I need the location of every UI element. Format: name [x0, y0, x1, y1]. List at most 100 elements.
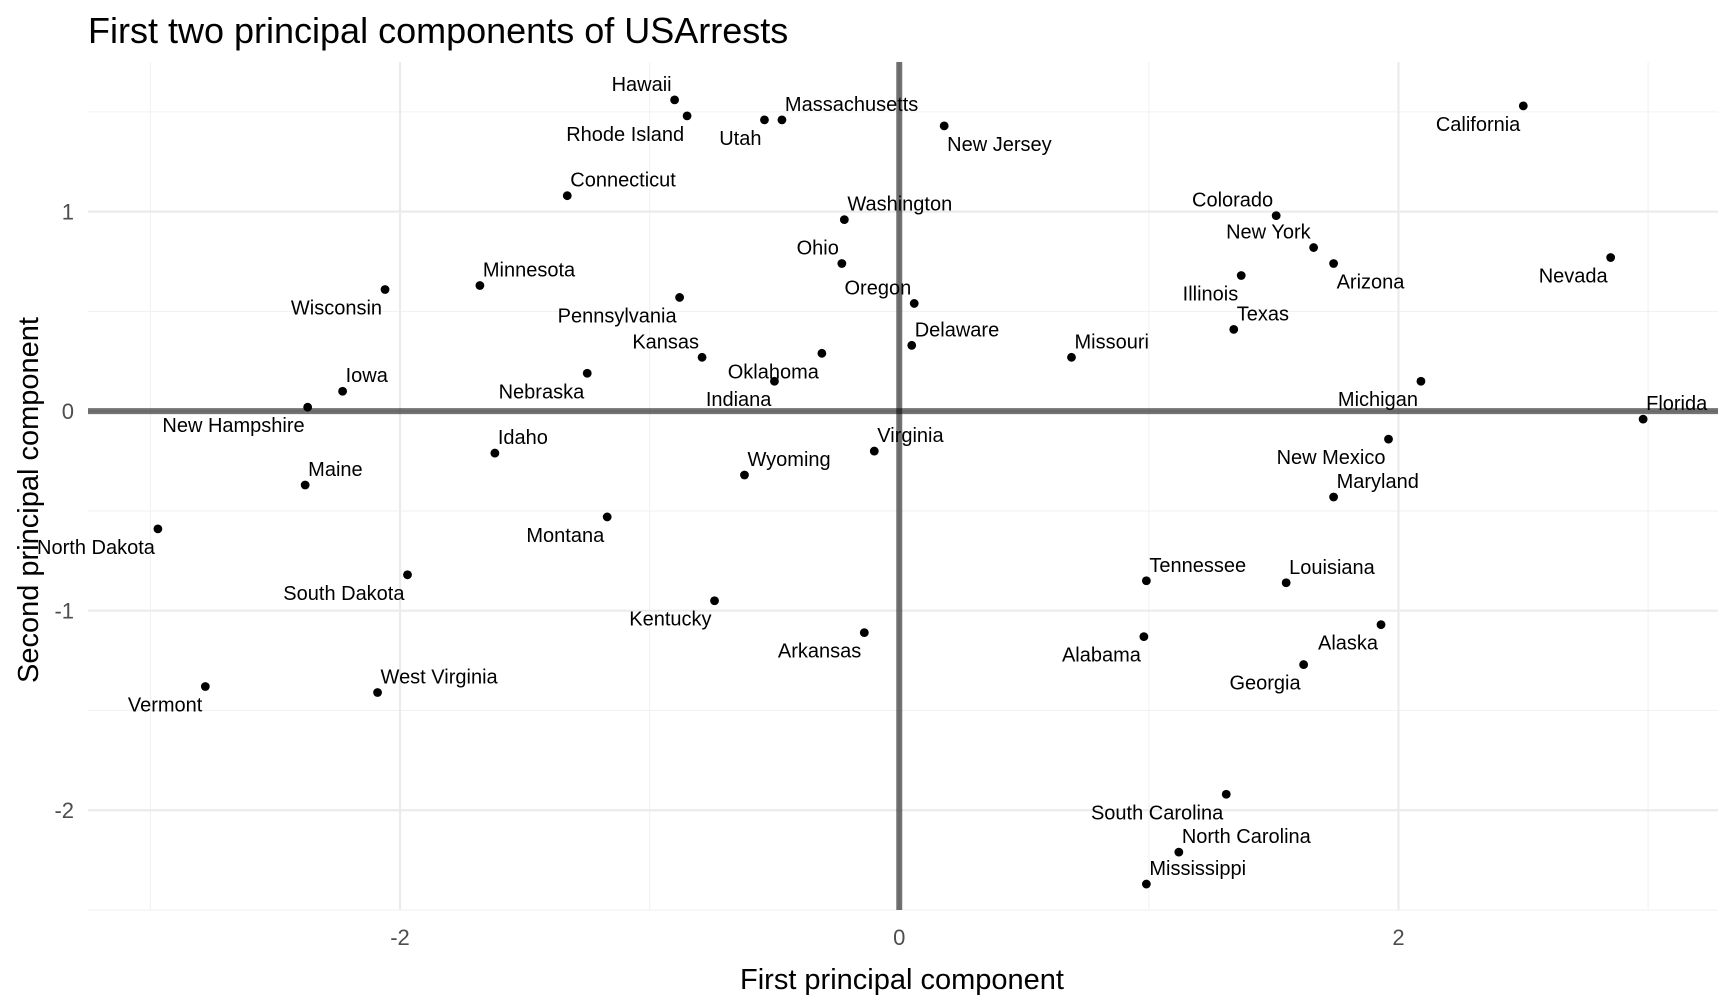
- y-tick-label: -1: [54, 599, 74, 624]
- point-label: Kentucky: [629, 609, 711, 631]
- point-label: Massachusetts: [785, 94, 918, 116]
- point-label: Florida: [1646, 393, 1708, 415]
- point-label: North Dakota: [37, 537, 156, 559]
- data-point: [1638, 414, 1648, 424]
- data-point: [562, 191, 572, 201]
- point-label: Iowa: [346, 365, 389, 387]
- data-point: [380, 285, 390, 294]
- point-label: Oregon: [845, 277, 912, 299]
- data-point: [682, 111, 692, 121]
- point-label: Pennsylvania: [558, 305, 678, 327]
- y-axis-title: Second principal component: [13, 317, 45, 683]
- data-point: [1329, 259, 1338, 268]
- point-label: Kansas: [632, 331, 699, 353]
- y-tick-label: -2: [54, 798, 74, 823]
- point-label: South Dakota: [283, 583, 405, 605]
- point-label: California: [1436, 114, 1521, 136]
- point-label: Louisiana: [1289, 557, 1376, 579]
- data-point: [1384, 434, 1393, 444]
- x-axis-title: First principal component: [740, 964, 1064, 996]
- chart-title: First two principal components of USArre…: [88, 10, 788, 51]
- point-label: Indiana: [706, 389, 772, 411]
- data-point: [153, 524, 163, 534]
- point-label: New York: [1226, 222, 1311, 244]
- point-label: Illinois: [1183, 283, 1239, 305]
- point-label: Oklahoma: [728, 361, 820, 383]
- point-labels: Hawaii Rhode Island Utah Massachusetts New J…: [37, 74, 1708, 880]
- point-label: Nebraska: [499, 381, 585, 403]
- data-point: [909, 299, 919, 308]
- point-label: Alabama: [1062, 645, 1142, 667]
- data-point: [817, 348, 827, 358]
- data-point: [1141, 879, 1151, 889]
- point-label: West Virginia: [381, 667, 499, 689]
- data-point: [1518, 101, 1528, 111]
- data-point: [1376, 620, 1386, 630]
- data-point: [869, 446, 879, 456]
- data-point: [760, 115, 769, 125]
- data-point: [1174, 847, 1184, 857]
- point-label: South Carolina: [1091, 802, 1224, 824]
- x-tick-label: 0: [893, 925, 905, 950]
- point-label: Wyoming: [747, 449, 830, 471]
- point-label: Alaska: [1318, 633, 1379, 655]
- data-point: [338, 386, 348, 396]
- data-point: [907, 340, 917, 350]
- point-label: Maine: [308, 459, 362, 481]
- x-tick-label: -2: [390, 925, 410, 950]
- data-point: [373, 688, 382, 697]
- data-point: [1139, 632, 1149, 642]
- point-label: Arkansas: [778, 641, 861, 663]
- point-label: New Hampshire: [162, 415, 304, 437]
- data-point: [200, 682, 210, 691]
- point-label: Virginia: [877, 425, 944, 447]
- data-point: [859, 628, 869, 638]
- data-point: [300, 480, 310, 490]
- y-tick-label: 0: [62, 399, 74, 424]
- data-point: [1229, 324, 1239, 334]
- data-point: [837, 259, 847, 268]
- point-label: Minnesota: [483, 259, 576, 281]
- point-label: Nevada: [1539, 266, 1609, 288]
- point-label: Vermont: [128, 695, 203, 717]
- point-label: Maryland: [1337, 471, 1419, 493]
- point-label: Texas: [1237, 303, 1289, 325]
- data-point: [839, 215, 849, 225]
- point-label: Missouri: [1074, 331, 1148, 353]
- data-point: [303, 402, 313, 412]
- point-label: Utah: [719, 128, 761, 150]
- y-tick-label: 1: [62, 200, 74, 225]
- data-point: [1236, 271, 1246, 280]
- data-point: [670, 95, 680, 105]
- point-label: Mississippi: [1149, 858, 1246, 880]
- point-label: Colorado: [1192, 190, 1273, 212]
- point-label: Washington: [847, 194, 952, 216]
- x-tick-label: 2: [1392, 925, 1404, 950]
- grid: [88, 62, 1718, 911]
- point-label: Wisconsin: [291, 297, 382, 319]
- data-point: [602, 512, 612, 522]
- point-label: Tennessee: [1149, 555, 1246, 577]
- data-point: [582, 368, 592, 378]
- data-point: [1067, 352, 1076, 362]
- data-point: [697, 352, 707, 362]
- point-label: Ohio: [797, 238, 839, 260]
- point-label: Rhode Island: [566, 124, 684, 146]
- data-point: [1221, 789, 1231, 799]
- data-point: [1281, 578, 1291, 588]
- point-label: Hawaii: [612, 74, 672, 96]
- data-point: [710, 596, 719, 606]
- point-label: Idaho: [498, 427, 548, 449]
- data-point: [1309, 243, 1319, 252]
- data-point: [1606, 253, 1616, 262]
- point-label: New Jersey: [947, 134, 1051, 156]
- data-point: [675, 293, 684, 302]
- data-point: [1416, 376, 1426, 386]
- data-point: [403, 570, 412, 580]
- data-point: [770, 376, 779, 386]
- data-point: [475, 281, 485, 290]
- point-label: Georgia: [1229, 673, 1301, 695]
- point-label: Delaware: [915, 319, 999, 341]
- point-label: Michigan: [1338, 389, 1418, 411]
- y-axis-ticks: -2 -1 0 1: [54, 200, 74, 824]
